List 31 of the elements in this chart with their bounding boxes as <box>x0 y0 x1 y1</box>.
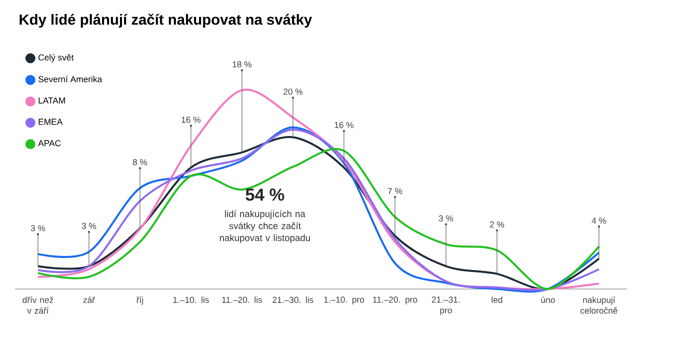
legend-label: LATAM <box>38 97 65 104</box>
x-tick-label: led <box>492 296 502 303</box>
x-tick-label: dřív než v září <box>22 296 54 314</box>
x-tick-label: říj <box>136 296 143 305</box>
data-label: 8 % <box>132 159 148 166</box>
legend-label: Severní Amerika <box>38 76 102 82</box>
data-label: 4 % <box>592 218 606 224</box>
data-label: 3 % <box>438 215 454 222</box>
chart-title: Kdy lidé plánují začít nakupovat na svátky <box>20 14 312 28</box>
legend-label: APAC <box>38 140 61 146</box>
x-tick-label: zář <box>83 296 96 304</box>
x-tick-label: 1.–10. lis <box>173 296 209 303</box>
legend-label: EMEA <box>38 118 63 125</box>
data-label: 20 % <box>284 88 302 95</box>
data-label: 3 % <box>30 225 46 232</box>
data-label: 16 % <box>334 122 354 128</box>
x-tick-label: nakupují celoročně <box>580 296 618 314</box>
data-label: 18 % <box>232 61 252 68</box>
data-label: 2 % <box>490 221 504 228</box>
data-label: 16 % <box>182 116 200 123</box>
legend-label: Celý svět <box>38 54 74 62</box>
x-tick-label: 11.–20. pro <box>373 296 418 304</box>
annotation: lidí nakupujících na svátky chce začít nakupovat v listopadu <box>220 210 310 244</box>
annotation: 54 % <box>246 188 284 201</box>
x-tick-label: 1.–10. pro <box>324 296 364 304</box>
x-tick-label: 11.–20. lis <box>222 296 262 303</box>
data-label: 3 % <box>82 222 96 229</box>
x-tick-label: úno <box>541 296 555 304</box>
x-tick-label: 21.–31. pro <box>432 296 460 316</box>
x-tick-label: 21.–30. lis <box>272 296 314 303</box>
data-label: 7 % <box>388 188 402 194</box>
